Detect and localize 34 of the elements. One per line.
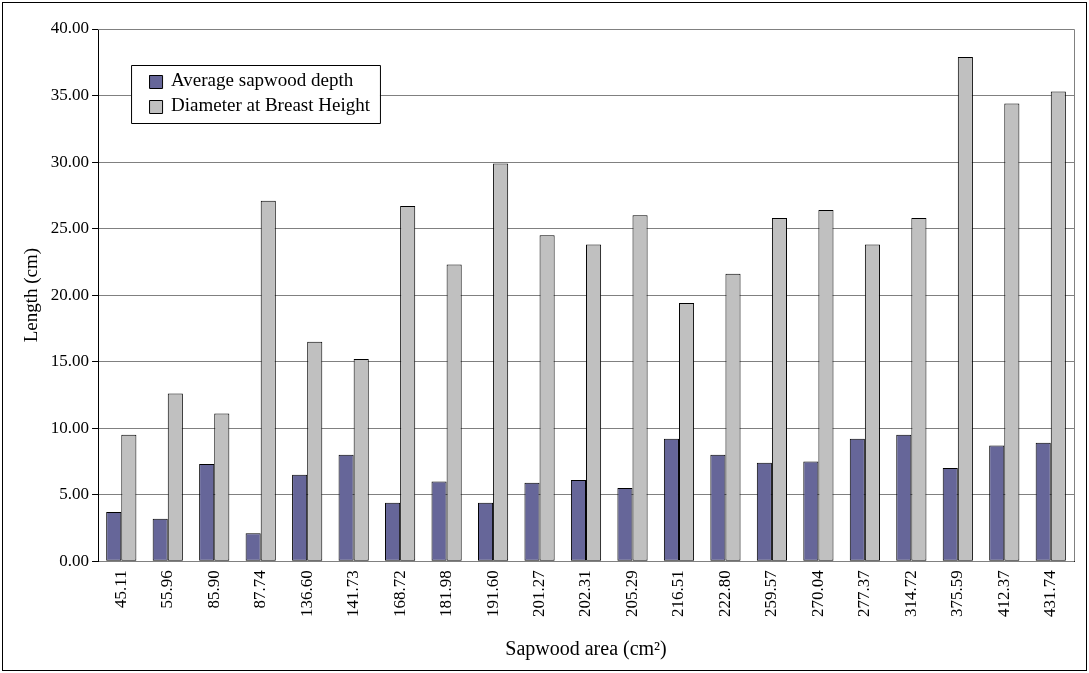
y-tick-label: 10.00 [50, 417, 90, 437]
x-tick-label: 181.98 [436, 570, 456, 617]
x-tick-label: 270.04 [807, 569, 827, 617]
x-tick-label: 431.74 [1040, 569, 1060, 617]
y-tick-label: 20.00 [50, 284, 90, 304]
x-tick-label: 201.27 [529, 569, 549, 617]
y-axis-title: Length (cm) [20, 247, 43, 343]
x-tick-label: 191.60 [482, 570, 502, 617]
x-tick-label: 45.11 [110, 570, 130, 608]
x-tick-label: 412.37 [993, 569, 1013, 617]
x-tick-label: 168.72 [389, 570, 409, 617]
legend-label: Average sapwood depth [171, 68, 354, 90]
x-tick-label: 141.73 [343, 570, 363, 617]
x-tick-label: 259.57 [761, 569, 781, 617]
x-tick-label: 216.51 [668, 570, 688, 617]
x-tick-label: 136.60 [296, 570, 316, 617]
y-tick-label: 0.00 [59, 550, 90, 570]
y-tick-label: 5.00 [59, 484, 90, 504]
x-tick-label: 202.31 [575, 570, 595, 617]
x-tick-label: 85.90 [203, 570, 223, 609]
y-tick-label: 35.00 [50, 85, 90, 104]
x-tick-label: 222.80 [714, 570, 734, 617]
y-tick-label: 15.00 [50, 351, 90, 371]
x-axis-title: Sapwood area (cm²) [505, 637, 667, 661]
legend-label: Diameter at Breast Height [171, 93, 371, 115]
y-tick-label: 30.00 [50, 151, 90, 171]
x-tick-label: 87.74 [250, 569, 270, 609]
x-tick-label: 314.72 [900, 570, 920, 617]
x-tick-label: 55.96 [157, 570, 177, 609]
x-tick-label: 277.37 [854, 569, 874, 617]
y-tick-label: 25.00 [50, 218, 90, 238]
x-tick-label: 205.29 [621, 570, 641, 617]
y-tick-label: 40.00 [50, 18, 90, 38]
x-tick-label: 375.59 [947, 570, 967, 617]
